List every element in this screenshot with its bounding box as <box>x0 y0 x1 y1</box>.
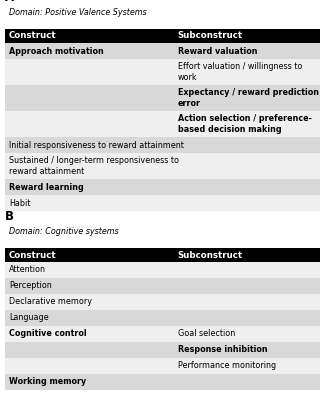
Text: B: B <box>5 210 14 223</box>
Text: Reward valuation: Reward valuation <box>178 46 257 56</box>
Text: Initial responsiveness to reward attainment: Initial responsiveness to reward attainm… <box>9 140 184 150</box>
Text: Habit: Habit <box>9 198 30 208</box>
Text: Subconstruct: Subconstruct <box>178 32 243 40</box>
Text: Perception: Perception <box>9 282 52 290</box>
Bar <box>5 137 320 153</box>
Text: Construct: Construct <box>9 32 57 40</box>
Text: Goal selection: Goal selection <box>178 330 235 338</box>
Text: Attention: Attention <box>9 266 46 274</box>
Text: Subconstruct: Subconstruct <box>178 250 243 260</box>
Text: Construct: Construct <box>9 250 57 260</box>
Bar <box>5 111 320 137</box>
Bar <box>5 310 320 326</box>
Bar <box>5 195 320 211</box>
Text: Working memory: Working memory <box>9 378 86 386</box>
Text: Approach motivation: Approach motivation <box>9 46 104 56</box>
Text: Expectancy / reward prediction
error: Expectancy / reward prediction error <box>178 88 319 108</box>
Text: A: A <box>5 0 14 4</box>
Bar <box>5 153 320 179</box>
Bar <box>5 342 320 358</box>
Bar <box>5 43 320 59</box>
Text: Domain: Cognitive systems: Domain: Cognitive systems <box>9 227 119 236</box>
Text: Response inhibition: Response inhibition <box>178 346 267 354</box>
Text: Reward learning: Reward learning <box>9 182 84 192</box>
Text: Cognitive control: Cognitive control <box>9 330 87 338</box>
Text: Effort valuation / willingness to
work: Effort valuation / willingness to work <box>178 62 302 82</box>
Bar <box>5 85 320 111</box>
Text: Declarative memory: Declarative memory <box>9 298 92 306</box>
Bar <box>5 248 320 262</box>
Bar <box>5 374 320 390</box>
Bar <box>5 278 320 294</box>
Bar <box>5 179 320 195</box>
Text: Sustained / longer-term responsiveness to
reward attainment: Sustained / longer-term responsiveness t… <box>9 156 179 176</box>
Bar <box>5 358 320 374</box>
Text: Domain: Positive Valence Systems: Domain: Positive Valence Systems <box>9 8 147 17</box>
Bar <box>5 294 320 310</box>
Bar <box>5 262 320 278</box>
Text: Performance monitoring: Performance monitoring <box>178 362 276 370</box>
Text: Language: Language <box>9 314 49 322</box>
Bar <box>5 29 320 43</box>
Bar <box>5 326 320 342</box>
Bar <box>5 59 320 85</box>
Text: Action selection / preference-
based decision making: Action selection / preference- based dec… <box>178 114 312 134</box>
